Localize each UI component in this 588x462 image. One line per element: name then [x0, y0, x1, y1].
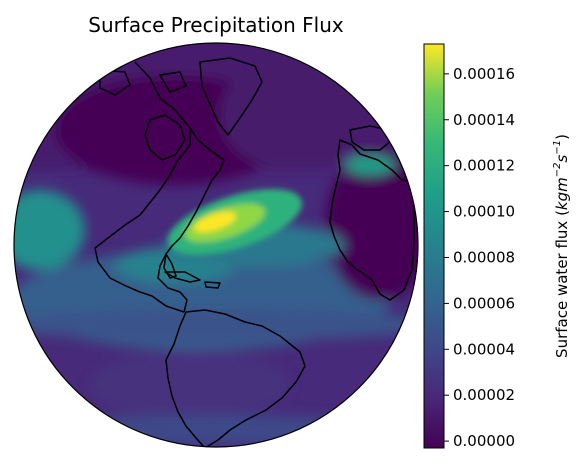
- colorbar-tick-label: 0.00002: [453, 386, 515, 404]
- colorbar-label-part: Surface water flux (: [553, 210, 571, 358]
- colorbar-gradient: [424, 44, 444, 448]
- colorbar-label-unit: kgm: [553, 177, 571, 210]
- colorbar-tick-label: 0.00012: [453, 157, 515, 175]
- colorbar-tick-label: 0.00008: [453, 248, 515, 266]
- colorbar-label-unit: s: [553, 154, 571, 162]
- chart-title: Surface Precipitation Flux: [88, 13, 344, 37]
- precipitation-globe-map: [0, 30, 440, 460]
- colorbar-ticks: 0.00000 0.00002 0.00004 0.00006 0.00008 0.000…: [444, 65, 515, 450]
- colorbar-tick-label: 0.00000: [453, 432, 515, 450]
- colorbar-tick-label: 0.00016: [453, 65, 515, 83]
- colorbar-label-exponent: −1: [552, 140, 563, 155]
- colorbar-tick-label: 0.00006: [453, 294, 515, 312]
- colorbar: 0.00000 0.00002 0.00004 0.00006 0.00008 0.000…: [424, 44, 571, 450]
- colorbar-tick-label: 0.00004: [453, 340, 515, 358]
- colorbar-label: Surface water flux (kgm−2s−1): [552, 134, 571, 358]
- colorbar-label-part: ): [553, 134, 571, 140]
- colorbar-label-exponent: −2: [552, 162, 563, 177]
- colorbar-tick-label: 0.00010: [453, 203, 515, 221]
- colorbar-tick-label: 0.00014: [453, 111, 515, 129]
